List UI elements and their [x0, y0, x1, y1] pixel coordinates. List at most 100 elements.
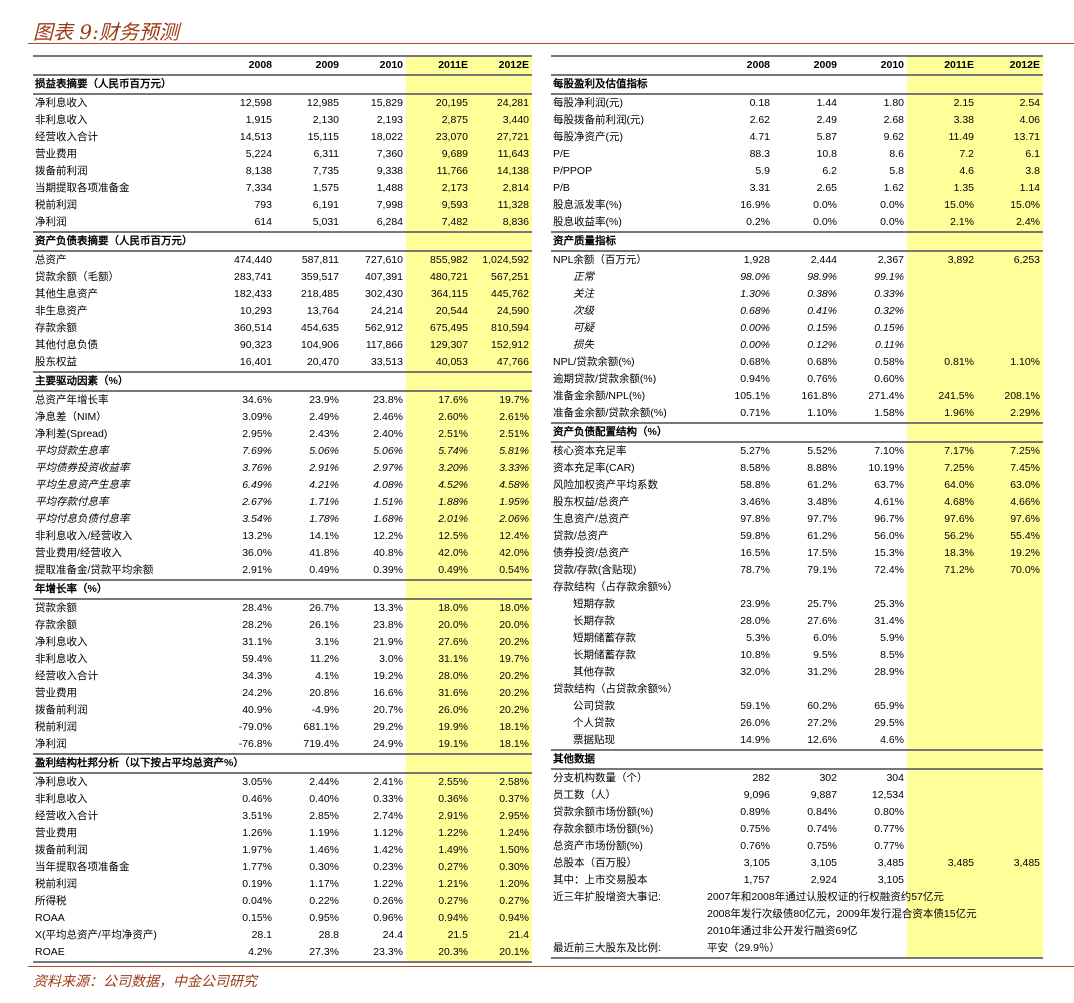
value-cell-2008: 88.3	[749, 148, 770, 160]
section-title: 主要驱动因素（%）	[35, 375, 129, 387]
value-cell-2012E: 3,485	[977, 855, 1043, 872]
value-cell-2008: 3.76%	[242, 462, 272, 474]
table-row: 总资产市场份额(%) 0.76% 0.75% 0.77%	[551, 838, 1043, 855]
value-cell-2012E: 2.51%	[471, 426, 532, 443]
table-row: 资本充足率(CAR) 8.58% 8.88% 10.19% 7.25% 7.45%	[551, 460, 1043, 477]
value-cell-2010: 2.46%	[373, 411, 403, 423]
value-cell-2008: 0.18	[749, 97, 770, 109]
blank-cell	[471, 76, 532, 93]
table-row: ROAA 0.15% 0.95% 0.96% 0.94% 0.94%	[33, 910, 532, 927]
value-cell-2012E: 5.81%	[471, 443, 532, 460]
table-row: 净利润 614 5,031 6,284 7,482 8,836	[33, 214, 532, 233]
value-cell-2008: 0.68%	[740, 305, 770, 317]
row-label: 非利息收入/经营收入	[35, 530, 133, 542]
value-cell-2011E	[907, 698, 977, 715]
value-cell-2008: 40.9%	[242, 704, 272, 716]
row-label: 关注	[573, 288, 594, 300]
blank-cell	[406, 581, 471, 598]
table-row: 风险加权资产平均系数 58.8% 61.2% 63.7% 64.0% 63.0%	[551, 477, 1043, 494]
section-title: 其他数据	[553, 753, 595, 765]
year-header-2011E: 2011E	[406, 57, 471, 74]
value-cell-2010: 33,513	[370, 356, 403, 368]
value-cell-2012E: 7.45%	[977, 460, 1043, 477]
value-cell-2011E	[907, 715, 977, 732]
value-cell-2009: 0.84%	[807, 806, 837, 818]
value-cell-2010	[840, 940, 907, 957]
value-cell-2010: 4.08%	[373, 479, 403, 491]
value-cell-2009: 1.44	[816, 97, 837, 109]
value-cell-2008: 28.0%	[740, 615, 770, 627]
value-cell-2008: 7.69%	[242, 445, 272, 457]
value-cell-2009: 5,031	[312, 216, 339, 228]
value-cell-2009: 2.44%	[309, 776, 339, 788]
blank-cell	[342, 373, 406, 390]
value-cell-2012E: 19.2%	[977, 545, 1043, 562]
value-cell-2011E: 17.6%	[406, 392, 471, 409]
value-cell-2009: 1.71%	[309, 496, 339, 508]
value-cell-2010: 1.22%	[373, 878, 403, 890]
value-cell-2009: 98.9%	[807, 271, 837, 283]
value-cell-2009: 4.1%	[315, 670, 339, 682]
note-text: 2007年和2008年通过认股权证的行权融资约57亿元	[707, 891, 944, 903]
table-row: NPL余额（百万元） 1,928 2,444 2,367 3,892 6,253	[551, 252, 1043, 269]
value-cell-2011E: 0.81%	[907, 354, 977, 371]
table-row: 贷款余额（毛额） 283,741 359,517 407,391 480,721 567,…	[33, 269, 532, 286]
year-header-2010: 2010	[880, 59, 904, 71]
value-cell-2009: 9.5%	[813, 649, 837, 661]
value-cell-2009: 5.06%	[309, 445, 339, 457]
value-cell-2010: 0.60%	[874, 373, 904, 385]
value-cell-2012E	[977, 889, 1043, 906]
value-cell-2008: 2.91%	[242, 564, 272, 576]
value-cell-2012E	[977, 804, 1043, 821]
value-cell-2008: 3,105	[743, 857, 770, 869]
value-cell-2012E: 1.24%	[471, 825, 532, 842]
table-row: 个人贷款 26.0% 27.2% 29.5%	[551, 715, 1043, 732]
value-cell-2012E: 3.33%	[471, 460, 532, 477]
blank-cell	[977, 76, 1043, 93]
value-cell-2008: 58.8%	[740, 479, 770, 491]
value-cell-2011E	[907, 664, 977, 681]
value-cell-2010: 15,829	[370, 97, 403, 109]
value-cell-2012E: 20.2%	[471, 668, 532, 685]
value-cell-2008: 98.0%	[740, 271, 770, 283]
value-cell-2008: 16.9%	[740, 199, 770, 211]
row-label: 营业费用	[35, 148, 77, 160]
value-cell-2009: 20.8%	[309, 687, 339, 699]
value-cell-2008: 3.46%	[740, 496, 770, 508]
value-cell-2009: 6,311	[313, 148, 340, 160]
value-cell-2011E: 1.21%	[406, 876, 471, 893]
value-cell-2008: 10.8%	[740, 649, 770, 661]
value-cell-2011E	[907, 320, 977, 337]
row-label: ROAA	[35, 912, 65, 924]
section-title: 资产负债表摘要（人民币百万元）	[35, 235, 193, 247]
row-label: 最近前三大股东及比例:	[553, 942, 661, 954]
table-row: 股东权益/总资产 3.46% 3.48% 4.61% 4.68% 4.66%	[551, 494, 1043, 511]
row-label: 拨备前利润	[35, 165, 88, 177]
year-header-2008: 2008	[746, 59, 770, 71]
header-label-blank	[551, 57, 710, 74]
table-row: 短期存款 23.9% 25.7% 25.3%	[551, 596, 1043, 613]
value-cell-2010: 1.62	[883, 182, 904, 194]
value-cell-2009: 719.4%	[303, 738, 339, 750]
row-label: 提取准备金/贷款平均余额	[35, 564, 154, 576]
table-row: 准备金余额/NPL(%) 105.1% 161.8% 271.4% 241.5% 208.…	[551, 388, 1043, 405]
value-cell-2010: 24,214	[370, 305, 403, 317]
value-cell-2009: 1.10%	[807, 407, 837, 419]
section-header: 资产负债配置结构（%）	[551, 424, 1043, 443]
value-cell-2010: 562,912	[365, 322, 403, 334]
value-cell-2010: 1.68%	[373, 513, 403, 525]
value-cell-2012E: 152,912	[471, 337, 532, 354]
table-row: 存款余额 360,514 454,635 562,912 675,495 810,594	[33, 320, 532, 337]
value-cell-2012E: 63.0%	[977, 477, 1043, 494]
section-header: 其他数据	[551, 751, 1043, 770]
table-row: 税前利润 -79.0% 681.1% 29.2% 19.9% 18.1%	[33, 719, 532, 736]
year-header-2009: 2009	[315, 59, 339, 71]
value-cell-2008: 28.4%	[242, 602, 272, 614]
row-label: 非利息收入	[35, 793, 88, 805]
value-cell-2010: 304	[886, 772, 904, 784]
value-cell-2011E: 4.68%	[907, 494, 977, 511]
value-cell-2010: 20.7%	[373, 704, 403, 716]
value-cell-2012E: 6,253	[977, 252, 1043, 269]
value-cell-2009: 2.65	[816, 182, 837, 194]
value-cell-2010: 0.23%	[373, 861, 403, 873]
